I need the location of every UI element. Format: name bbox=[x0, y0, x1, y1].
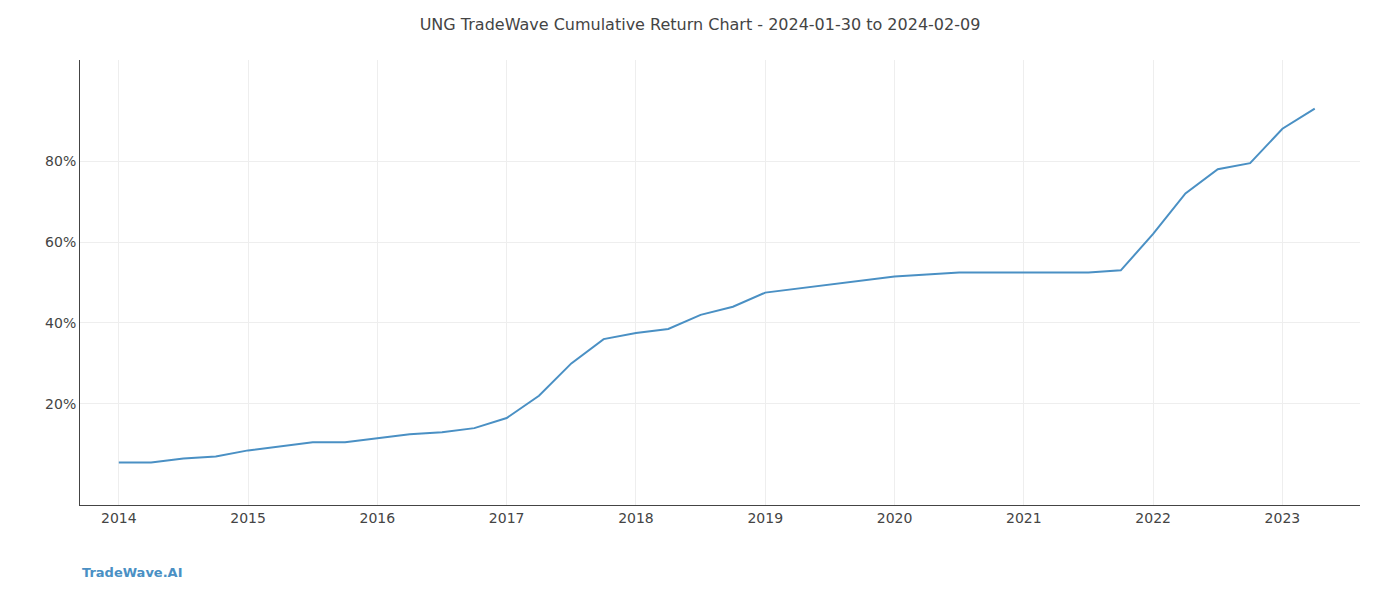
svg-text:UNG TradeWave Cumulative Retur: UNG TradeWave Cumulative Return Chart - … bbox=[420, 15, 981, 34]
svg-text:2021: 2021 bbox=[1006, 510, 1042, 526]
svg-text:2019: 2019 bbox=[747, 510, 783, 526]
svg-text:2020: 2020 bbox=[877, 510, 913, 526]
svg-text:2023: 2023 bbox=[1265, 510, 1301, 526]
svg-text:60%: 60% bbox=[45, 234, 76, 250]
svg-text:20%: 20% bbox=[45, 396, 76, 412]
svg-text:2015: 2015 bbox=[230, 510, 266, 526]
svg-text:2018: 2018 bbox=[618, 510, 654, 526]
svg-text:2022: 2022 bbox=[1135, 510, 1171, 526]
svg-text:2014: 2014 bbox=[101, 510, 137, 526]
svg-text:2017: 2017 bbox=[489, 510, 525, 526]
svg-text:40%: 40% bbox=[45, 315, 76, 331]
svg-text:2016: 2016 bbox=[360, 510, 396, 526]
svg-text:80%: 80% bbox=[45, 153, 76, 169]
svg-text:TradeWave.AI: TradeWave.AI bbox=[82, 565, 183, 580]
